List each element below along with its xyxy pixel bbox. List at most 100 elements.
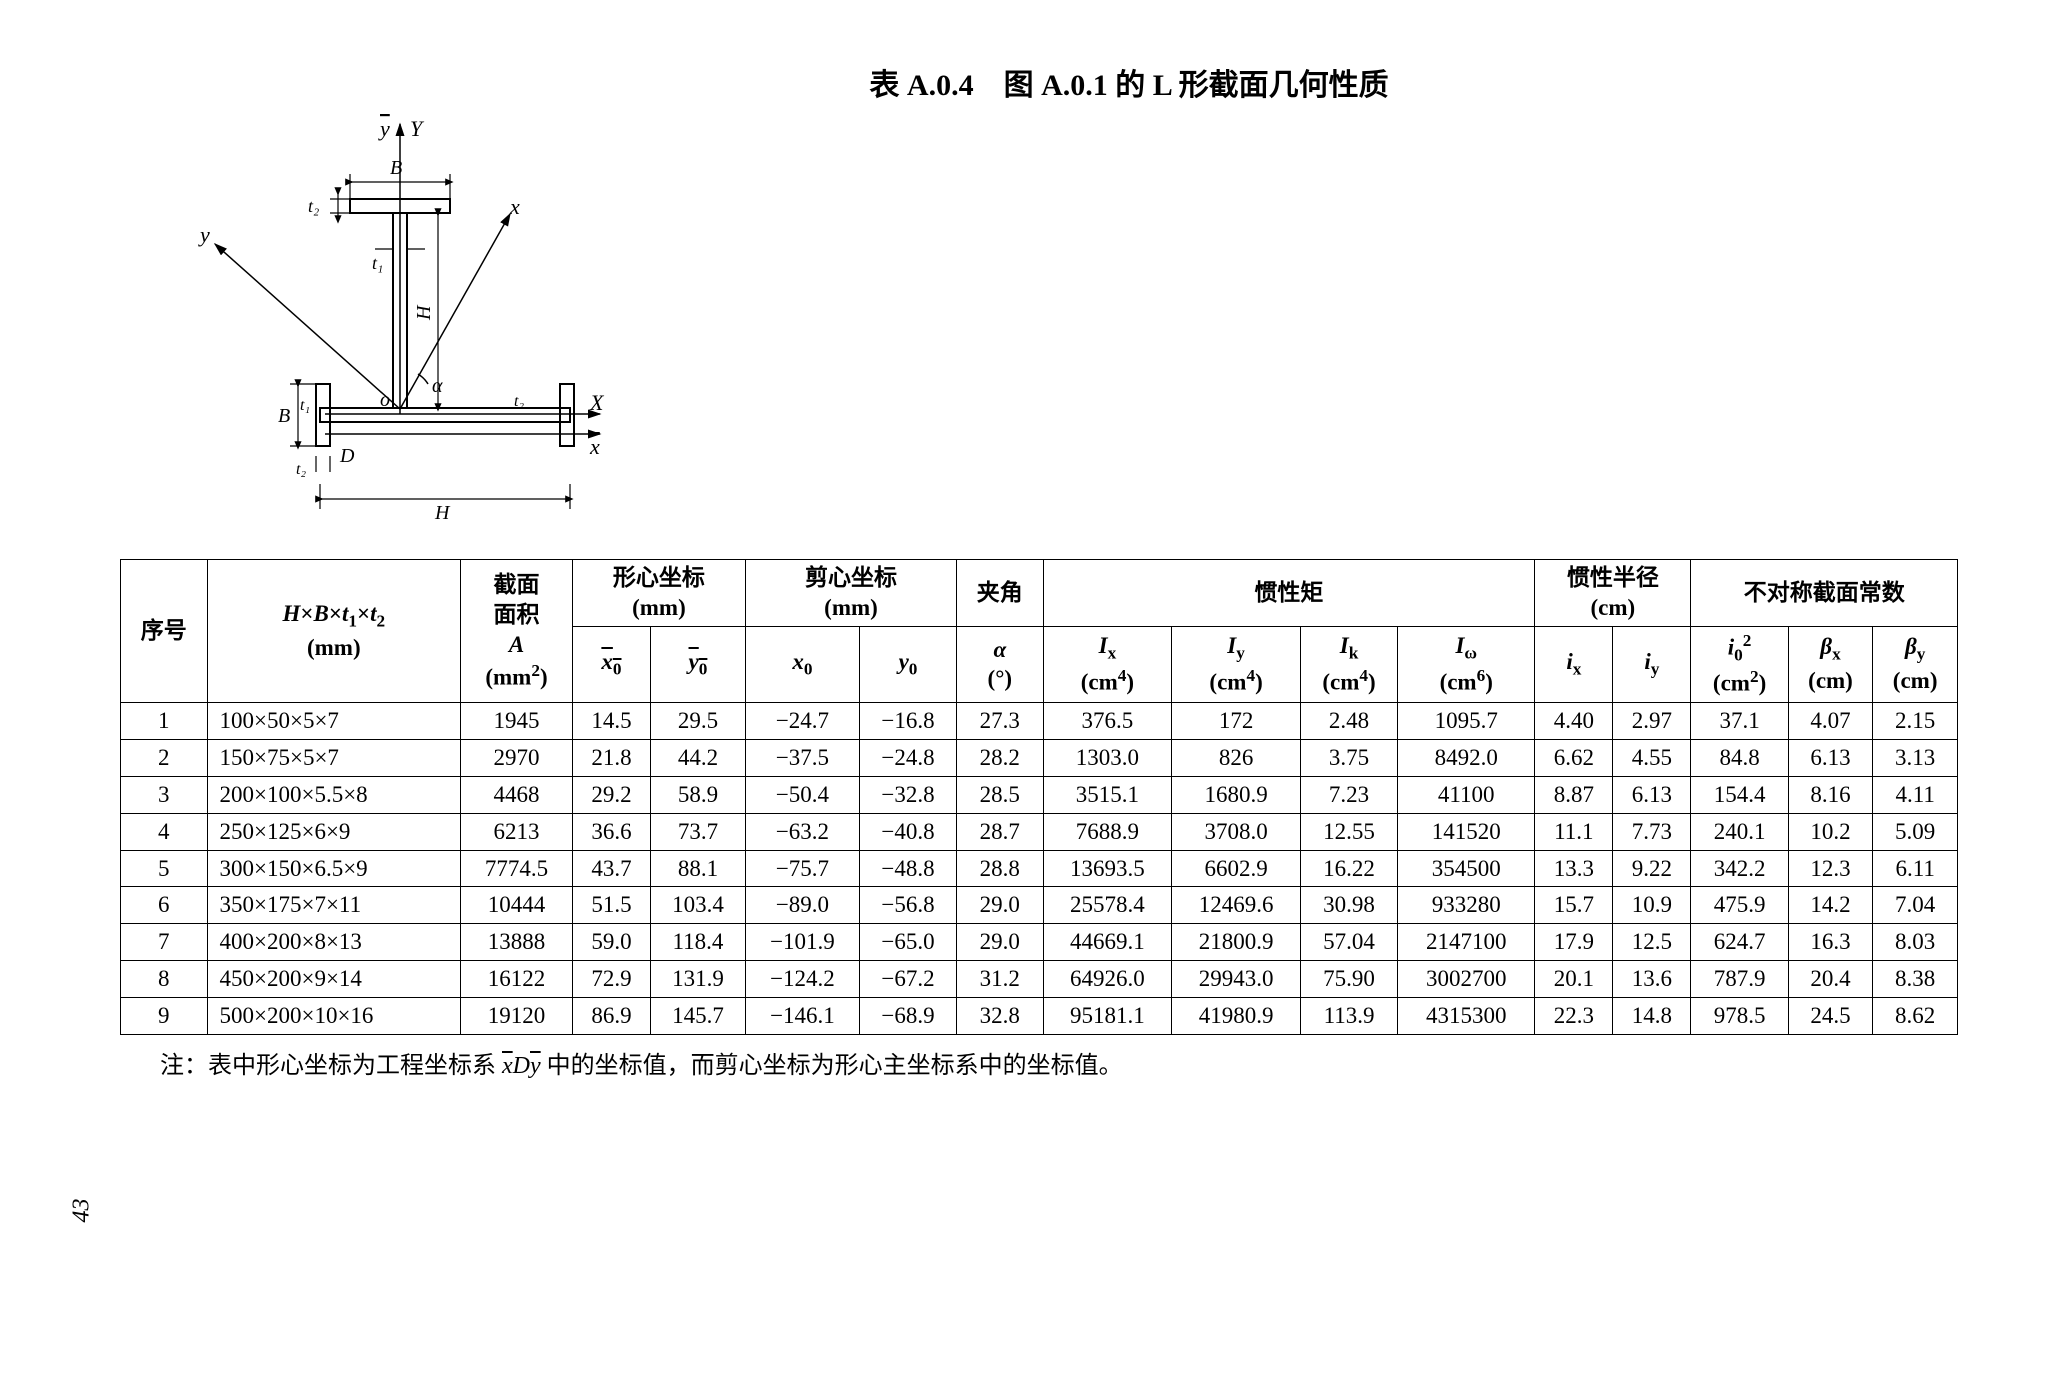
cell-iy: 7.73 <box>1613 813 1691 850</box>
hdr-x0: x0 <box>745 626 859 702</box>
hdr-iy: iy <box>1613 626 1691 702</box>
cell-Ix: 376.5 <box>1043 703 1172 740</box>
cell-Iy: 21800.9 <box>1172 924 1301 961</box>
hdr-Iw: Iω(cm6) <box>1398 626 1535 702</box>
cell-xb: 59.0 <box>572 924 650 961</box>
cell-yb: 145.7 <box>650 998 745 1035</box>
cell-d: 200×100×5.5×8 <box>207 776 461 813</box>
cell-A: 4468 <box>461 776 573 813</box>
cell-iy: 9.22 <box>1613 850 1691 887</box>
label-y-axis: y <box>198 222 210 247</box>
cell-A: 2970 <box>461 739 573 776</box>
cell-by: 6.11 <box>1873 850 1958 887</box>
cell-ix: 11.1 <box>1535 813 1613 850</box>
cell-yb: 88.1 <box>650 850 745 887</box>
cell-a: 28.8 <box>957 850 1044 887</box>
label-H-right: H <box>413 304 435 321</box>
hdr-dims: H×B×t1×t2(mm) <box>207 560 461 703</box>
cell-Iw: 4315300 <box>1398 998 1535 1035</box>
cell-Ix: 64926.0 <box>1043 961 1172 998</box>
cell-d: 400×200×8×13 <box>207 924 461 961</box>
table-row: 5300×150×6.5×97774.543.788.1−75.7−48.828… <box>121 850 1958 887</box>
cell-ix: 13.3 <box>1535 850 1613 887</box>
cell-Ix: 95181.1 <box>1043 998 1172 1035</box>
cell-ix: 17.9 <box>1535 924 1613 961</box>
cell-d: 100×50×5×7 <box>207 703 461 740</box>
cell-yb: 118.4 <box>650 924 745 961</box>
cell-xb: 29.2 <box>572 776 650 813</box>
cell-n: 8 <box>121 961 208 998</box>
hdr-seq: 序号 <box>121 560 208 703</box>
cell-i0: 624.7 <box>1691 924 1788 961</box>
cell-bx: 24.5 <box>1788 998 1873 1035</box>
hdr-bx: βx(cm) <box>1788 626 1873 702</box>
cell-y0: −67.2 <box>859 961 956 998</box>
table-header: 序号 H×B×t1×t2(mm) 截面面积A(mm2) 形心坐标(mm) 剪心坐… <box>121 560 1958 703</box>
cell-d: 150×75×5×7 <box>207 739 461 776</box>
cell-y0: −40.8 <box>859 813 956 850</box>
cell-a: 28.2 <box>957 739 1044 776</box>
cell-by: 8.38 <box>1873 961 1958 998</box>
cell-i0: 154.4 <box>1691 776 1788 813</box>
cell-bx: 12.3 <box>1788 850 1873 887</box>
cell-A: 13888 <box>461 924 573 961</box>
properties-table: 序号 H×B×t1×t2(mm) 截面面积A(mm2) 形心坐标(mm) 剪心坐… <box>120 559 1958 1035</box>
cell-y0: −68.9 <box>859 998 956 1035</box>
cell-Ik: 30.98 <box>1300 887 1397 924</box>
cell-x0: −63.2 <box>745 813 859 850</box>
cell-Iw: 8492.0 <box>1398 739 1535 776</box>
label-t2-top: t₂ <box>308 196 319 216</box>
hdr-radius: 惯性半径(cm) <box>1535 560 1691 627</box>
hdr-y0bar: y0 <box>650 626 745 702</box>
cell-n: 5 <box>121 850 208 887</box>
cell-d: 500×200×10×16 <box>207 998 461 1035</box>
label-B-left: B <box>278 405 290 427</box>
cell-a: 29.0 <box>957 887 1044 924</box>
cell-Ik: 2.48 <box>1300 703 1397 740</box>
cell-Iy: 1680.9 <box>1172 776 1301 813</box>
table-row: 6350×175×7×111044451.5103.4−89.0−56.829.… <box>121 887 1958 924</box>
cell-A: 6213 <box>461 813 573 850</box>
cell-n: 6 <box>121 887 208 924</box>
cell-y0: −65.0 <box>859 924 956 961</box>
cell-n: 2 <box>121 739 208 776</box>
hdr-area: 截面面积A(mm2) <box>461 560 573 703</box>
cell-Iw: 1095.7 <box>1398 703 1535 740</box>
cell-x0: −146.1 <box>745 998 859 1035</box>
hdr-asym: 不对称截面常数 <box>1691 560 1958 627</box>
cell-Iy: 6602.9 <box>1172 850 1301 887</box>
cell-bx: 16.3 <box>1788 924 1873 961</box>
hdr-Ix: Ix(cm4) <box>1043 626 1172 702</box>
label-t1-left: t₁ <box>300 397 310 414</box>
cell-yb: 103.4 <box>650 887 745 924</box>
hdr-y0: y0 <box>859 626 956 702</box>
cell-d: 250×125×6×9 <box>207 813 461 850</box>
label-H-bottom: H <box>434 502 451 524</box>
cell-x0: −24.7 <box>745 703 859 740</box>
table-row: 4250×125×6×9621336.673.7−63.2−40.828.776… <box>121 813 1958 850</box>
cell-A: 16122 <box>461 961 573 998</box>
cell-ix: 22.3 <box>1535 998 1613 1035</box>
cell-n: 7 <box>121 924 208 961</box>
cell-y0: −24.8 <box>859 739 956 776</box>
cell-n: 9 <box>121 998 208 1035</box>
cell-Iw: 141520 <box>1398 813 1535 850</box>
hdr-inertia: 惯性矩 <box>1043 560 1535 627</box>
label-D: D <box>339 445 355 467</box>
cell-a: 31.2 <box>957 961 1044 998</box>
cell-bx: 10.2 <box>1788 813 1873 850</box>
cell-xb: 14.5 <box>572 703 650 740</box>
cell-bx: 8.16 <box>1788 776 1873 813</box>
hdr-Iy: Iy(cm4) <box>1172 626 1301 702</box>
l-section-svg: y Y X x x y o α D B t₂ t₁ H B <box>180 114 620 534</box>
cell-iy: 14.8 <box>1613 998 1691 1035</box>
cell-Ix: 13693.5 <box>1043 850 1172 887</box>
cell-y0: −16.8 <box>859 703 956 740</box>
cell-by: 7.04 <box>1873 887 1958 924</box>
label-o: o <box>380 389 390 411</box>
cell-a: 27.3 <box>957 703 1044 740</box>
cell-yb: 131.9 <box>650 961 745 998</box>
cell-Iw: 41100 <box>1398 776 1535 813</box>
table-row: 9500×200×10×161912086.9145.7−146.1−68.93… <box>121 998 1958 1035</box>
cell-a: 28.5 <box>957 776 1044 813</box>
